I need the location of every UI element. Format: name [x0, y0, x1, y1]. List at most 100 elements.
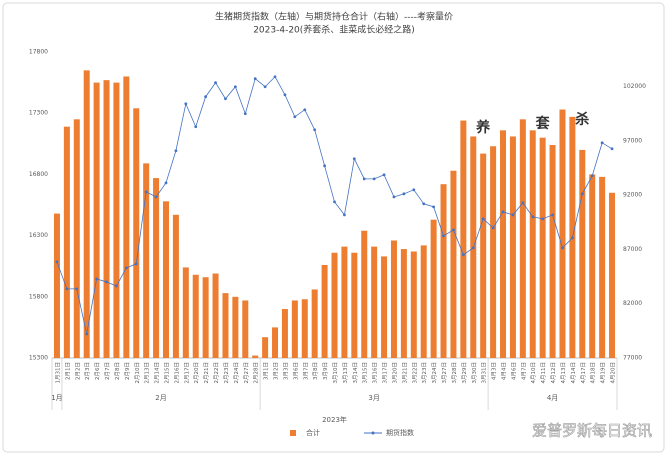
bar [331, 252, 338, 358]
bar [93, 82, 100, 358]
line-marker [570, 236, 574, 240]
x-tick-label: 4月14日 [570, 362, 577, 384]
line-marker [105, 280, 108, 284]
bar [410, 251, 417, 358]
bar [53, 213, 60, 358]
x-tick-label: 2月28日 [253, 362, 260, 384]
x-tick-label: 2月27日 [243, 362, 250, 384]
x-tick-label: 2月13日 [144, 362, 151, 384]
line-marker [124, 266, 128, 270]
x-tick-label: 3月17日 [382, 362, 389, 384]
line-marker [432, 205, 436, 209]
line-marker [402, 192, 406, 196]
bar [172, 214, 179, 358]
x-tick-label: 3月1日 [263, 362, 270, 380]
x-tick-label: 3月27日 [441, 362, 448, 384]
bar [73, 119, 80, 358]
y2-tick-label: 102000 [623, 83, 646, 90]
bar [519, 119, 526, 358]
line-marker [95, 277, 99, 281]
y2-tick-label: 97000 [623, 137, 642, 144]
annotation: 套 [536, 115, 550, 132]
line-marker [481, 217, 485, 221]
x-group-label: 4月 [547, 394, 558, 402]
line-marker [174, 149, 178, 153]
bar [83, 70, 90, 359]
bar [291, 300, 298, 358]
x-tick-label: 4月7日 [520, 362, 527, 380]
line-marker [372, 177, 376, 181]
x-tick-label: 3月24日 [431, 362, 438, 384]
bar [301, 299, 308, 358]
bar [361, 230, 368, 358]
line-marker [343, 213, 346, 217]
x-tick-label: 3月31日 [481, 362, 488, 384]
bar [450, 170, 457, 358]
line-marker [253, 77, 257, 81]
bar [262, 337, 269, 358]
bar [341, 246, 348, 358]
bar [153, 178, 160, 358]
y-tick-label: 15800 [29, 293, 48, 300]
line-marker [65, 287, 69, 291]
chart-subtitle: 2023-4-20(养套杀、韭菜成长必经之路) [253, 24, 415, 36]
bar [430, 219, 437, 358]
line-marker [333, 200, 336, 204]
x-tick-label: 4月4日 [501, 362, 508, 380]
watermark: 爱普罗斯每日资讯 [532, 422, 652, 440]
legend-swatch [290, 430, 296, 436]
bar [490, 146, 497, 358]
x-tick-label: 2月16日 [173, 362, 180, 384]
line-marker [164, 181, 168, 185]
x-tick-label: 3月2日 [273, 362, 280, 380]
x-tick-label: 3月14日 [352, 362, 359, 384]
x-group-label: 3月 [368, 394, 379, 402]
x-tick-label: 3月10日 [332, 362, 339, 384]
bar [212, 273, 219, 358]
x-tick-label: 4月20日 [610, 362, 617, 384]
line-marker [85, 332, 89, 336]
line-marker [610, 147, 614, 151]
x-tick-label: 4月17日 [580, 362, 587, 384]
line-marker [352, 157, 356, 161]
line-marker [531, 215, 535, 219]
line-marker [313, 128, 317, 132]
line-marker [75, 287, 79, 291]
bar [589, 174, 596, 358]
x-tick-label: 3月8日 [312, 362, 319, 380]
line-marker [184, 102, 188, 106]
x-tick-label: 2月1日 [64, 362, 71, 380]
chart-title: 生猪期货指数（左轴）与期货持仓合计（右轴）----考察量价 [215, 11, 453, 23]
x-tick-label: 3月29日 [461, 362, 468, 384]
y2-tick-label: 92000 [623, 192, 642, 199]
bar [371, 246, 378, 358]
line-marker [580, 192, 584, 196]
bar [599, 176, 606, 358]
x-tick-label: 3月22日 [411, 362, 418, 384]
bar [440, 184, 447, 358]
x-tick-label: 2月6日 [94, 362, 101, 380]
line-marker [471, 246, 475, 250]
x-group-label: 2月 [155, 394, 166, 402]
bar [232, 296, 239, 358]
x-tick-label: 2月2日 [74, 362, 81, 380]
line-marker [452, 228, 455, 232]
bar [272, 327, 279, 358]
x-tick-label: 4月10日 [530, 362, 537, 384]
y-tick-label: 17300 [29, 110, 48, 117]
y-tick-label: 17800 [29, 49, 48, 56]
x-tick-label: 2月8日 [114, 362, 121, 380]
line-marker [362, 177, 366, 181]
line-marker [263, 85, 267, 89]
x-tick-label: 2月21日 [203, 362, 210, 384]
x-tick-label: 2月3日 [84, 362, 91, 380]
bar [390, 240, 397, 358]
x-tick-label: 4月19日 [600, 362, 607, 384]
line-marker [590, 174, 594, 178]
line-marker [551, 213, 554, 217]
bar [123, 76, 130, 358]
y-tick-label: 15300 [29, 355, 48, 362]
x-tick-label: 2月14日 [154, 362, 161, 384]
bar [162, 201, 169, 358]
line-marker [224, 97, 227, 101]
